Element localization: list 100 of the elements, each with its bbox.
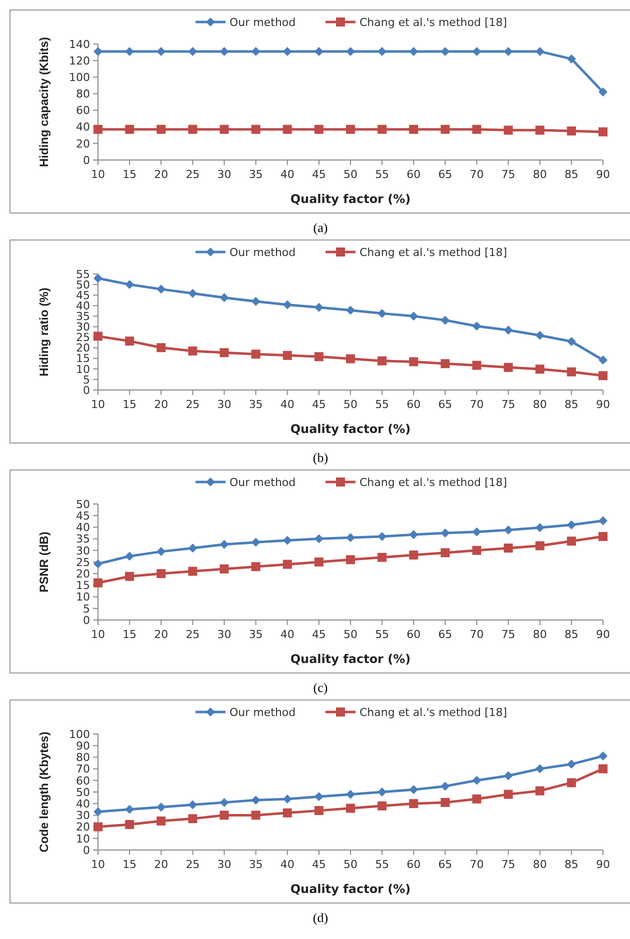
legend-label: Chang et al.'s method [18]: [360, 706, 508, 719]
legend-label: Our method: [230, 246, 296, 259]
y-tick-label: 140: [69, 38, 90, 51]
point: [472, 322, 482, 331]
point: [188, 288, 198, 298]
point: [566, 520, 576, 530]
x-tick-label: 60: [406, 858, 421, 871]
y-tick-label: 40: [76, 521, 90, 534]
point: [472, 124, 482, 134]
y-tick-label: 10: [76, 590, 90, 604]
point: [504, 362, 513, 372]
x-tick-label: 45: [312, 168, 326, 181]
x-tick-label: 30: [217, 628, 232, 641]
point: [566, 536, 576, 546]
point: [125, 336, 134, 346]
point: [314, 534, 324, 544]
point: [440, 798, 450, 807]
point: [282, 124, 292, 134]
point: [409, 550, 418, 560]
x-tick-label: 60: [406, 168, 421, 181]
point: [282, 350, 292, 360]
legend-label: Our method: [230, 706, 296, 719]
y-tick-label: 100: [69, 70, 90, 84]
point: [94, 332, 102, 341]
x-tick-label: 40: [280, 858, 294, 871]
point: [472, 794, 482, 804]
point: [188, 124, 198, 134]
x-tick-label: 30: [217, 398, 232, 411]
point: [251, 46, 260, 56]
point: [188, 46, 198, 56]
point: [156, 124, 166, 134]
y-tick-label: 55: [76, 268, 90, 281]
text: (a): [313, 220, 328, 235]
x-tick-label: 25: [186, 168, 200, 181]
x-tick-label: 35: [248, 168, 263, 181]
x-tick-label: 40: [280, 398, 294, 411]
point: [598, 88, 608, 97]
point: [566, 778, 576, 788]
point: [598, 764, 608, 774]
point: [346, 555, 355, 564]
legend-label: Chang et al.'s method [18]: [360, 476, 508, 489]
point: [598, 516, 608, 526]
point: [440, 782, 450, 791]
x-tick-label: 25: [186, 628, 200, 641]
point: [566, 126, 576, 136]
point: [535, 523, 544, 532]
y-tick-label: 30: [76, 544, 90, 558]
x-tick-label: 70: [470, 628, 484, 641]
y-tick-label: 10: [76, 362, 90, 376]
x-tick-label: 75: [501, 398, 516, 411]
point: [378, 356, 387, 366]
y-axis-title: PSNR (dB): [37, 532, 51, 592]
y-tick-label: 50: [76, 498, 90, 511]
point: [188, 566, 198, 576]
y-axis-title: Hiding capacity (Kbits): [37, 36, 51, 168]
x-tick-label: 20: [154, 858, 168, 871]
point: [156, 569, 166, 578]
x-tick-label: 40: [280, 168, 294, 181]
point: [220, 798, 229, 807]
point: [598, 371, 608, 380]
x-axis-title: Quality factor (%): [290, 882, 411, 896]
y-tick-label: 5: [83, 602, 90, 616]
y-tick-label: 100: [69, 728, 90, 741]
y-tick-label: 50: [76, 786, 90, 799]
y-tick-label: 20: [76, 342, 90, 355]
point: [282, 808, 292, 818]
point: [409, 530, 418, 540]
x-tick-label: 65: [438, 398, 452, 411]
x-tick-label: 85: [564, 168, 578, 181]
point: [220, 124, 229, 134]
point: [156, 343, 166, 352]
x-axis-title: Quality factor (%): [290, 652, 411, 666]
y-tick-label: 0: [83, 384, 90, 397]
x-tick-label: 10: [91, 628, 105, 641]
point: [535, 786, 544, 796]
point: [156, 816, 166, 826]
x-tick-label: 50: [344, 398, 358, 411]
y-tick-label: 0: [83, 154, 90, 167]
point: [440, 124, 450, 134]
point: [188, 544, 198, 553]
point: [472, 46, 482, 56]
point: [440, 359, 450, 368]
text: (c): [313, 680, 328, 695]
legend-label: Chang et al.'s method [18]: [360, 246, 508, 259]
point: [535, 330, 544, 340]
point: [346, 354, 355, 364]
y-axis-title: Hiding ratio (%): [37, 288, 51, 376]
point: [409, 312, 418, 321]
x-tick-label: 10: [91, 858, 105, 871]
y-tick-label: 60: [76, 774, 90, 788]
point: [125, 552, 134, 561]
x-tick-label: 55: [375, 168, 390, 181]
x-tick-label: 30: [217, 168, 232, 181]
point: [188, 814, 198, 824]
point: [346, 533, 355, 542]
point: [94, 124, 102, 134]
point: [94, 578, 102, 588]
x-tick-label: 65: [438, 628, 452, 641]
x-tick-label: 35: [248, 398, 263, 411]
point: [535, 126, 544, 135]
